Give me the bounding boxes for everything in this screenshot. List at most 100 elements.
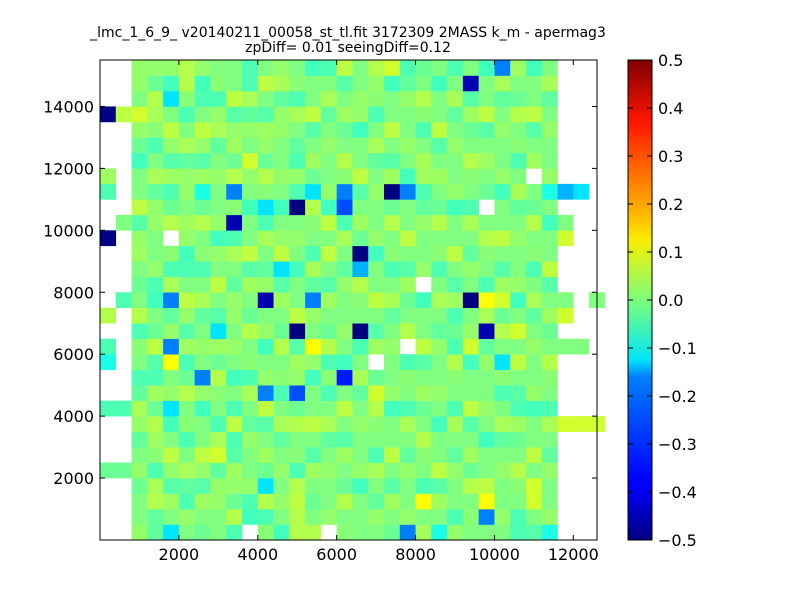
heatmap-cell bbox=[163, 168, 180, 185]
heatmap-cell bbox=[478, 261, 495, 278]
heatmap-cell bbox=[194, 214, 211, 231]
heatmap-cell bbox=[447, 447, 464, 463]
heatmap-cell bbox=[494, 354, 511, 370]
heatmap-cell bbox=[178, 416, 195, 432]
heatmap-cell bbox=[384, 416, 401, 432]
colorbar-tick-label: 0.4 bbox=[658, 99, 683, 118]
heatmap-cell bbox=[257, 75, 274, 92]
heatmap-cell bbox=[305, 447, 322, 463]
heatmap-cell bbox=[526, 183, 543, 200]
heatmap-cell bbox=[399, 369, 416, 386]
heatmap-cell bbox=[273, 493, 290, 510]
heatmap-cell bbox=[368, 183, 385, 200]
heatmap-cell bbox=[289, 292, 306, 309]
heatmap-cell bbox=[242, 292, 259, 309]
heatmap-cell bbox=[478, 338, 495, 355]
heatmap-cell bbox=[320, 493, 337, 510]
heatmap-cell bbox=[115, 292, 132, 309]
y-tick-label: 10000 bbox=[43, 221, 94, 240]
heatmap-cell bbox=[352, 90, 369, 107]
heatmap-cell bbox=[226, 354, 243, 370]
heatmap-cell bbox=[210, 183, 227, 200]
heatmap-cell bbox=[368, 385, 385, 401]
heatmap-cell bbox=[289, 354, 306, 370]
heatmap-cell bbox=[541, 75, 558, 92]
heatmap-cell bbox=[462, 106, 479, 123]
heatmap-cell bbox=[226, 385, 243, 401]
heatmap-cell bbox=[163, 307, 180, 324]
heatmap-cell bbox=[210, 276, 227, 293]
heatmap-cell bbox=[305, 385, 322, 401]
heatmap-cell bbox=[178, 199, 195, 216]
heatmap-cell bbox=[131, 261, 148, 278]
heatmap-cell bbox=[210, 509, 227, 525]
heatmap-cell bbox=[257, 509, 274, 525]
heatmap-cell bbox=[163, 276, 180, 293]
heatmap-cell bbox=[163, 431, 180, 448]
heatmap-cell bbox=[257, 106, 274, 123]
heatmap-cell bbox=[194, 369, 211, 386]
heatmap-cell bbox=[415, 183, 432, 200]
heatmap-cell bbox=[147, 493, 164, 510]
heatmap-cell bbox=[494, 261, 511, 278]
heatmap-cell bbox=[510, 447, 527, 463]
heatmap-cell bbox=[526, 90, 543, 107]
heatmap-cell bbox=[178, 400, 195, 417]
heatmap-cell bbox=[226, 369, 243, 386]
heatmap-cell bbox=[131, 447, 148, 463]
heatmap-cell bbox=[526, 493, 543, 510]
heatmap-cell bbox=[194, 416, 211, 432]
heatmap-cell bbox=[242, 509, 259, 525]
heatmap-cell bbox=[273, 369, 290, 386]
heatmap-cell bbox=[210, 493, 227, 510]
heatmap-cell bbox=[257, 230, 274, 247]
heatmap-cell bbox=[447, 276, 464, 293]
heatmap-cell bbox=[526, 385, 543, 401]
heatmap-cell bbox=[541, 431, 558, 448]
heatmap-cell bbox=[226, 323, 243, 340]
heatmap-cell bbox=[462, 400, 479, 417]
heatmap-cell bbox=[415, 478, 432, 494]
heatmap-cell bbox=[178, 152, 195, 169]
heatmap-cell bbox=[478, 478, 495, 494]
heatmap-cell bbox=[431, 230, 448, 247]
heatmap-cell bbox=[573, 338, 590, 355]
heatmap-cell bbox=[462, 509, 479, 525]
heatmap-cell bbox=[273, 400, 290, 417]
heatmap-cell bbox=[147, 369, 164, 386]
heatmap-cell bbox=[257, 416, 274, 432]
heatmap-cell bbox=[320, 354, 337, 370]
heatmap-cell bbox=[305, 400, 322, 417]
heatmap-cell bbox=[289, 230, 306, 247]
heatmap-cell bbox=[510, 338, 527, 355]
heatmap-cell bbox=[305, 493, 322, 510]
heatmap-cell bbox=[415, 338, 432, 355]
heatmap-cell bbox=[336, 121, 353, 138]
heatmap-cell bbox=[194, 121, 211, 138]
heatmap-cell bbox=[242, 106, 259, 123]
heatmap-cell bbox=[526, 478, 543, 494]
heatmap-cell bbox=[273, 245, 290, 262]
heatmap-cell bbox=[352, 137, 369, 154]
heatmap-cell bbox=[431, 416, 448, 432]
heatmap-cell bbox=[510, 292, 527, 309]
heatmap-cell bbox=[431, 354, 448, 370]
heatmap-cell bbox=[462, 323, 479, 340]
heatmap-cell bbox=[384, 60, 401, 76]
heatmap-cell bbox=[242, 447, 259, 463]
heatmap-cell bbox=[210, 245, 227, 262]
heatmap-cell bbox=[541, 183, 558, 200]
heatmap-cell bbox=[541, 245, 558, 262]
colorbar-frame bbox=[627, 59, 653, 541]
heatmap-cell bbox=[147, 261, 164, 278]
heatmap-cell bbox=[163, 261, 180, 278]
heatmap-cell bbox=[352, 214, 369, 231]
heatmap-cell bbox=[242, 354, 259, 370]
heatmap-cell bbox=[226, 183, 243, 200]
heatmap-cell bbox=[384, 400, 401, 417]
heatmap-cell bbox=[289, 121, 306, 138]
heatmap-cell bbox=[510, 60, 527, 76]
heatmap-cell bbox=[399, 416, 416, 432]
heatmap-cell bbox=[226, 230, 243, 247]
